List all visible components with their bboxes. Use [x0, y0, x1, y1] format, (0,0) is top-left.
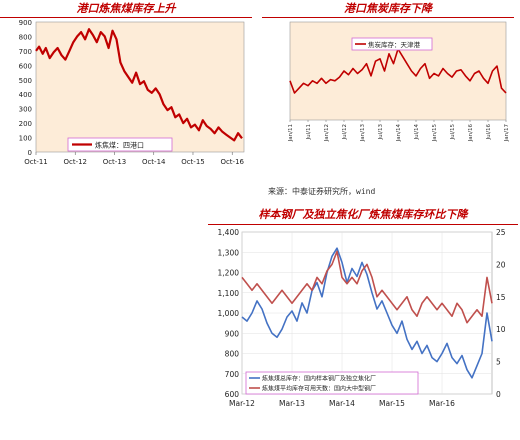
series-line-2 — [241, 250, 493, 324]
x-tick-label: Jan/11 — [288, 124, 294, 142]
y-tick-label: 800 — [225, 350, 240, 359]
y-tick-label: 1,200 — [218, 269, 240, 278]
y2-tick-label: 25 — [496, 228, 506, 237]
x-tick-label: Mar-16 — [429, 399, 455, 408]
series-line — [35, 28, 243, 142]
panel-port-coke: 港口焦炭库存下降 Jan/11 Jul/11 Jan/12 Jul/12 Jan/13 J… — [262, 0, 514, 180]
legend-label: 炼焦煤总库存：国内样本钢厂及独立焦化厂 — [262, 375, 376, 383]
x-tick-label: Jan/14 — [396, 124, 402, 143]
x-tick-label: Jul/12 — [342, 124, 348, 141]
y-tick-label: 700 — [19, 48, 32, 56]
y-tick-label: 900 — [19, 19, 32, 27]
series-line-1 — [241, 247, 493, 379]
x-tick-label: Jul/16 — [486, 124, 492, 141]
x-tick-label: Oct-11 — [24, 158, 48, 166]
chart-3-svg: 600 700 800 900 1,000 1,100 1,200 1,300 1,400 0 5 1… — [218, 228, 506, 408]
x-tick-label: Oct-12 — [63, 158, 87, 166]
chart-2-svg: Jan/11 Jul/11 Jan/12 Jul/12 Jan/13 Jul/13 Jan/… — [288, 21, 510, 143]
x-tick-label: Jan/17 — [504, 124, 510, 143]
y-tick-label: 400 — [19, 91, 32, 99]
y-tick-label: 0 — [28, 149, 32, 157]
legend-box — [67, 137, 173, 152]
chart-1-svg: 0 100 200 300 400 500 600 700 800 900 Oct-11 Oct-12… — [19, 19, 245, 166]
title-rule — [208, 224, 518, 225]
chart-title: 港口炼焦煤库存上升 — [76, 2, 176, 15]
y2-tick-label: 15 — [496, 293, 506, 302]
panel-port-coking-coal: 港口炼焦煤库存上升 0 100 200 300 400 500 600 700 800 900 Oc… — [0, 0, 252, 180]
x-tick-label: Jan/15 — [432, 124, 438, 143]
y-tick-label: 600 — [225, 390, 240, 399]
chart-title: 港口焦炭库存下降 — [344, 2, 432, 15]
source-note: 来源：中泰证券研究所，wind — [268, 187, 376, 196]
x-tick-label: Oct-14 — [142, 158, 166, 166]
x-tick-label: Mar-14 — [329, 399, 355, 408]
y-tick-label: 1,400 — [218, 228, 240, 237]
y-tick-label: 900 — [225, 329, 240, 338]
x-tick-label: Mar-15 — [379, 399, 405, 408]
y-tick-label: 200 — [19, 120, 32, 128]
panel-steel-coking-coal: 样本钢厂及独立焦化厂炼焦煤库存环比下降 600 700 800 900 1,000 1,1… — [208, 204, 518, 436]
legend-box — [351, 37, 433, 51]
x-tick-label: Mar-13 — [279, 399, 305, 408]
x-tick-label: Jan/16 — [468, 124, 474, 143]
x-tick-label: Jul/14 — [414, 124, 420, 141]
y-tick-label: 1,300 — [218, 248, 240, 257]
y-tick-label: 500 — [19, 77, 32, 85]
legend-label: 焦炭库存：天津港 — [368, 40, 421, 49]
y-tick-label: 600 — [19, 62, 32, 70]
y-tick-label: 1,000 — [218, 309, 240, 318]
y2-tick-label: 10 — [496, 325, 506, 334]
x-tick-label: Oct-16 — [220, 158, 244, 166]
x-tick-label: Jan/13 — [360, 124, 366, 143]
y2-tick-label: 20 — [496, 260, 506, 269]
legend-label: 炼焦煤平均库存可用天数：国内大中型钢厂 — [262, 385, 376, 393]
y-tick-label: 700 — [225, 370, 240, 379]
plot-area — [289, 21, 507, 121]
title-rule — [262, 17, 514, 18]
x-tick-label: Jul/11 — [306, 124, 312, 141]
title-rule — [0, 17, 252, 18]
chart-title: 样本钢厂及独立焦化厂炼焦煤库存环比下降 — [258, 208, 468, 221]
legend-label: 炼焦煤：四港口 — [95, 141, 144, 150]
x-tick-label: Jul/15 — [450, 124, 456, 141]
x-tick-label: Oct-13 — [103, 158, 127, 166]
y-tick-label: 300 — [19, 106, 32, 114]
legend-box — [245, 371, 419, 395]
x-tick-label: Oct-15 — [181, 158, 205, 166]
plot-area — [35, 21, 245, 153]
y-tick-label: 1,100 — [218, 289, 240, 298]
y-tick-label: 100 — [19, 135, 32, 143]
x-tick-label: Jul/13 — [378, 124, 384, 141]
y-tick-label: 800 — [19, 33, 32, 41]
y2-tick-label: 5 — [496, 358, 501, 367]
x-tick-label: Mar-12 — [229, 399, 255, 408]
x-tick-label: Jan/12 — [324, 124, 330, 142]
y2-tick-label: 0 — [496, 390, 501, 399]
